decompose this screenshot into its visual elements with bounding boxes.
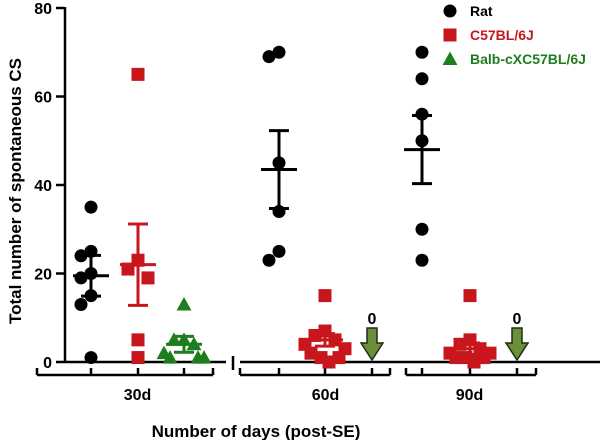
data-point-c57bl-6j-60d — [304, 346, 318, 360]
data-point-rat-30d — [84, 200, 98, 214]
zero-arrow-90d — [504, 327, 530, 362]
data-point-c57bl-6j-90d — [477, 351, 491, 365]
data-point-c57bl-6j-60d — [318, 289, 332, 303]
y-axis-label: Total number of spontaneous CS — [6, 58, 25, 324]
data-point-balb-cxc57bl-6j-30d — [190, 350, 206, 364]
zero-label-90d: 0 — [513, 311, 522, 328]
y-tick-label: 80 — [34, 1, 52, 18]
data-point-rat-30d — [74, 297, 88, 311]
data-point-rat-60d — [272, 244, 286, 258]
legend-marker-rat — [443, 4, 457, 18]
zero-arrow-60d — [359, 327, 385, 362]
legend-marker-c57bl-6j — [443, 28, 457, 42]
data-point-rat-90d — [415, 253, 429, 267]
data-point-rat-90d — [415, 222, 429, 236]
data-point-rat-30d — [84, 351, 98, 365]
data-point-rat-60d — [272, 45, 286, 59]
data-point-c57bl-6j-30d — [131, 333, 145, 347]
legend-entry-rat: Rat — [470, 3, 493, 19]
x-axis-label: Number of days (post-SE) — [152, 422, 361, 440]
x-tick-label-90d: 90d — [456, 387, 484, 404]
y-tick-label: 60 — [34, 90, 52, 107]
y-tick-label: 20 — [34, 267, 52, 284]
plot-area: 0 20 40 60 80 30d 60d 90d 0 0 — [34, 1, 600, 404]
data-point-c57bl-6j-90d — [449, 351, 463, 365]
zero-label-60d: 0 — [368, 311, 377, 328]
legend-marker-balb-cxc57bl-6j — [442, 51, 458, 65]
data-point-rat-30d — [74, 271, 88, 285]
data-point-c57bl-6j-90d — [467, 355, 481, 369]
y-tick-label: 40 — [34, 178, 52, 195]
data-point-rat-60d — [262, 50, 276, 64]
data-point-balb-cxc57bl-6j-30d — [176, 296, 192, 311]
data-point-c57bl-6j-90d — [463, 289, 477, 303]
legend-entry-balb-cxc57bl-6j: Balb-cXC57BL/6J — [470, 51, 586, 67]
data-point-c57bl-6j-60d — [332, 351, 346, 365]
data-point-balb-cxc57bl-6j-30d — [166, 332, 182, 346]
data-point-c57bl-6j-30d — [131, 67, 145, 81]
data-point-balb-cxc57bl-6j-30d — [162, 350, 178, 364]
legend: Rat C57BL/6J Balb-cXC57BL/6J — [442, 3, 586, 67]
data-point-c57bl-6j-30d — [131, 351, 145, 365]
data-point-rat-60d — [262, 253, 276, 267]
data-point-rat-90d — [415, 45, 429, 59]
legend-entry-c57bl-6j: C57BL/6J — [470, 27, 534, 43]
data-point-c57bl-6j-60d — [322, 355, 336, 369]
data-point-rat-90d — [415, 72, 429, 86]
data-point-c57bl-6j-30d — [141, 271, 155, 285]
x-tick-label-60d: 60d — [312, 387, 340, 404]
x-tick-label-30d: 30d — [124, 387, 152, 404]
y-tick-label: 0 — [43, 355, 52, 372]
